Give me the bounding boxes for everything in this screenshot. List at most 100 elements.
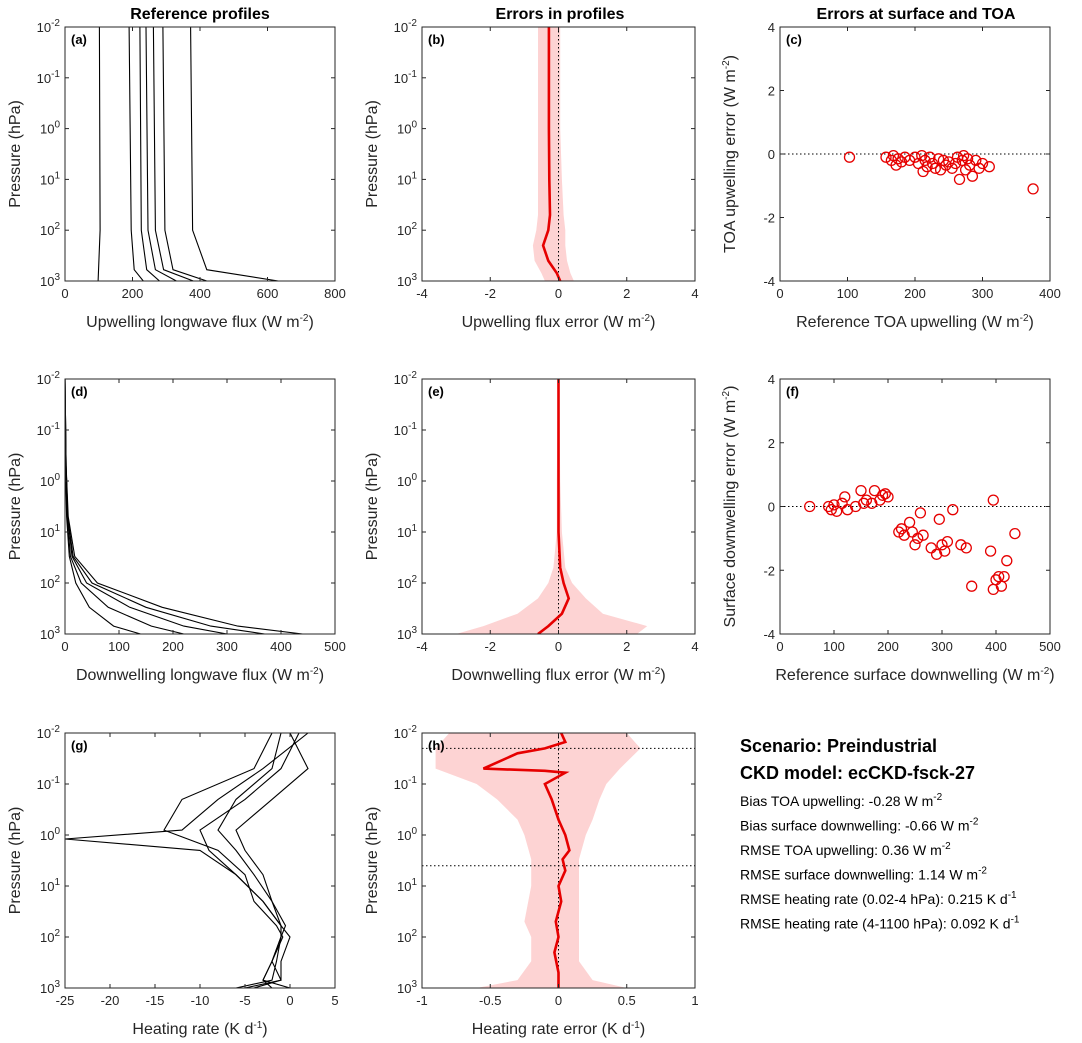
x-tick-label: -15 [146, 993, 165, 1008]
y-tick-label: 100 [40, 120, 60, 137]
y-tick-label: 10-2 [37, 724, 61, 741]
x-tick-label: 0.5 [618, 993, 636, 1008]
axes-frame [64, 732, 336, 989]
x-axis-label: Heating rate (K d-1) [132, 1020, 267, 1038]
y-tick-label: 103 [397, 272, 417, 289]
profile-line [65, 733, 309, 988]
scatter-point [858, 497, 870, 509]
scatter-point [960, 542, 972, 554]
y-tick-label: -2 [763, 211, 775, 226]
y-tick-label: -4 [763, 274, 775, 289]
y-axis-label: Pressure (hPa) [7, 807, 24, 915]
y-tick-label: 10-2 [37, 370, 61, 387]
y-tick-label: 10-1 [37, 421, 61, 438]
scatter-point [955, 539, 967, 551]
plot-area-f [780, 484, 1050, 596]
column-title-errors-surface-toa: Errors at surface and TOA [817, 6, 1016, 23]
x-tick-label: 400 [1039, 286, 1061, 301]
scatter-point [912, 532, 924, 545]
error-range-band [532, 27, 574, 281]
x-tick-label: 0 [61, 639, 68, 654]
x-tick-label: 0 [776, 286, 783, 301]
x-tick-label: 100 [837, 286, 859, 301]
x-tick-label: -20 [101, 993, 120, 1008]
x-tick-label: -2 [484, 286, 496, 301]
x-tick-label: -0.5 [479, 993, 501, 1008]
x-axis-label: Downwelling longwave flux (W m-2) [76, 666, 324, 684]
scatter-point [893, 526, 905, 538]
y-tick-label: 102 [397, 574, 417, 591]
profile-line [235, 733, 309, 988]
y-tick-label: 100 [397, 826, 417, 843]
y-tick-label: 2 [768, 436, 775, 451]
x-tick-label: -5 [239, 993, 251, 1008]
x-tick-label: -4 [416, 286, 428, 301]
y-tick-label: 101 [397, 523, 417, 540]
x-tick-label: 0 [555, 639, 562, 654]
x-tick-label: 5 [331, 993, 338, 1008]
x-tick-label: 200 [877, 639, 899, 654]
plot-area-e [456, 379, 648, 634]
y-tick-label: 10-1 [394, 421, 418, 438]
x-axis-label: Reference TOA upwelling (W m-2) [796, 313, 1034, 331]
scatter-point [895, 523, 908, 535]
stats-line: RMSE heating rate (0.02-4 hPa): 0.215 K … [740, 890, 1017, 907]
panel-letter: (f) [786, 384, 799, 399]
y-tick-label: 101 [40, 170, 60, 187]
x-axis-label: Downwelling flux error (W m-2) [451, 666, 665, 684]
panel-letter: (d) [71, 384, 88, 399]
scatter-point [953, 173, 966, 186]
scatter-point [890, 159, 902, 171]
x-tick-label: 300 [216, 639, 238, 654]
y-axis-label: Pressure (hPa) [364, 807, 381, 915]
x-tick-label: -10 [191, 993, 210, 1008]
mean-error-line [537, 379, 571, 634]
scatter-point [961, 153, 974, 165]
profile-line [97, 27, 101, 281]
x-tick-label: 4 [691, 286, 698, 301]
x-axis-label: Upwelling flux error (W m-2) [462, 313, 656, 331]
scatter-point [917, 529, 929, 541]
plot-area-a [97, 27, 279, 281]
y-tick-label: 102 [397, 221, 417, 238]
x-tick-label: 300 [931, 639, 953, 654]
ckd-model-label: CKD model: ecCKD-fsck-27 [740, 763, 975, 783]
profile-line [145, 27, 177, 281]
y-tick-label: 102 [40, 221, 60, 238]
x-tick-label: 0 [555, 286, 562, 301]
scatter-point [987, 494, 999, 506]
stats-line: Bias TOA upwelling: -0.28 W m-2 [740, 792, 943, 809]
scatter-point [924, 151, 936, 163]
scatter-point [914, 507, 927, 519]
scatter-point [860, 494, 873, 506]
column-title-errors-profiles: Errors in profiles [496, 6, 625, 23]
x-tick-label: 2 [623, 286, 630, 301]
profile-line [217, 733, 287, 988]
scatter-point [1009, 527, 1021, 540]
scatter-point [932, 153, 945, 165]
panel-letter: (h) [428, 738, 445, 753]
x-tick-label: 100 [108, 639, 130, 654]
y-tick-label: 100 [397, 120, 417, 137]
y-tick-label: 10-2 [37, 18, 61, 35]
y-axis-label: Pressure (hPa) [7, 453, 24, 561]
x-tick-label: 1 [691, 993, 698, 1008]
x-tick-label: 0 [776, 639, 783, 654]
y-tick-label: 0 [768, 147, 775, 162]
y-tick-label: 100 [40, 472, 60, 489]
profile-line [163, 733, 291, 988]
profile-line [162, 27, 207, 281]
profile-line [65, 379, 141, 634]
panel-g: -25 -20 -15 -10 -5 0 5 10-2 10-1 100 101 102 103 (g) H… [7, 724, 339, 1038]
y-tick-label: -4 [763, 627, 775, 642]
panel-letter: (b) [428, 32, 445, 47]
y-tick-label: 10-2 [394, 370, 418, 387]
profile-line [65, 379, 184, 634]
y-tick-label: 100 [40, 826, 60, 843]
panel-b: -4 -2 0 2 4 10-2 10-1 100 101 102 103 (b) Upwelling … [364, 18, 699, 331]
panel-d: 0 100 200 300 400 500 10-2 10-1 100 101 102 103 (d) D… [7, 370, 346, 684]
scatter-point [966, 580, 978, 592]
y-tick-label: 103 [397, 625, 417, 642]
y-tick-label: 10-2 [394, 18, 418, 35]
scatter-point [998, 570, 1010, 583]
